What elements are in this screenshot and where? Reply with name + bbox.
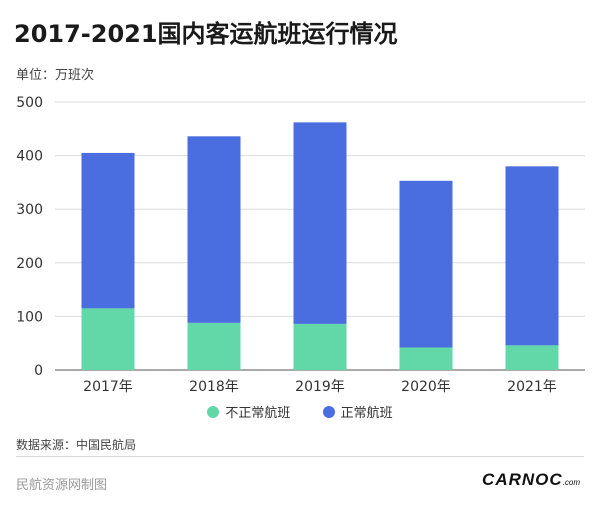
- legend-item-regular: 正常航班: [322, 402, 393, 421]
- y-tick-label-300: 300: [16, 202, 43, 218]
- bar-irregular-2: [293, 323, 347, 370]
- y-tick-label-500: 500: [16, 95, 43, 111]
- source-label: 数据来源：中国民航局: [16, 438, 137, 452]
- legend: 不正常航班 正常航班: [0, 402, 600, 422]
- x-tick-label-0: 2017年: [83, 379, 133, 395]
- brand-name: CARNOC: [482, 470, 563, 489]
- brand-suffix: .com: [562, 478, 580, 487]
- x-tick-label-1: 2018年: [189, 379, 239, 395]
- brand-logo: CARNOC.com: [482, 470, 580, 490]
- legend-label-irregular: 不正常航班: [225, 406, 291, 421]
- bar-regular-2: [293, 122, 347, 324]
- footer-credit: 民航资源网制图: [16, 478, 108, 493]
- y-tick-label-100: 100: [16, 309, 43, 325]
- bar-regular-4: [505, 166, 559, 346]
- legend-label-regular: 正常航班: [340, 406, 393, 421]
- chart-title: 2017-2021国内客运航班运行情况: [14, 20, 398, 48]
- bar-regular-1: [187, 136, 241, 323]
- x-tick-label-3: 2020年: [401, 379, 451, 395]
- footer-divider: [16, 456, 584, 457]
- bar-regular-3: [399, 180, 453, 348]
- x-tick-label-2: 2019年: [295, 379, 345, 395]
- legend-swatch-regular: [322, 405, 335, 418]
- y-tick-label-0: 0: [34, 363, 43, 379]
- x-tick-label-4: 2021年: [507, 379, 557, 395]
- bar-regular-0: [81, 152, 135, 309]
- y-tick-label-200: 200: [16, 256, 43, 272]
- y-tick-label-400: 400: [16, 149, 43, 165]
- legend-item-irregular: 不正常航班: [207, 402, 290, 421]
- bar-irregular-0: [81, 308, 135, 370]
- bar-irregular-4: [505, 345, 559, 370]
- bar-irregular-3: [399, 347, 453, 370]
- legend-swatch-irregular: [207, 405, 220, 418]
- bar-irregular-1: [187, 322, 241, 370]
- stacked-bar-chart: 0 100 200 300 400 500 2017年 2018年 2019年 2020年 2021…: [16, 95, 585, 395]
- unit-label: 单位：万班次: [16, 68, 95, 83]
